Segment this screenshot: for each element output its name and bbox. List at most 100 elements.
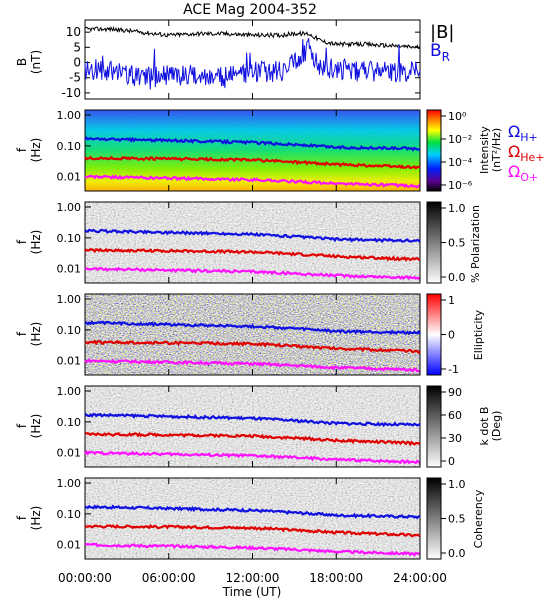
colorbar-tick-label: 30 bbox=[448, 432, 462, 445]
kdotb-panel: k dot B (Deg) bbox=[84, 385, 503, 468]
spectral-ytick-label: 1.00 bbox=[57, 201, 82, 214]
b-ytick-label: -10 bbox=[61, 86, 81, 100]
colorbar-tick-label: 1 bbox=[448, 294, 455, 307]
legend-o-plus-base: Ω bbox=[508, 162, 520, 181]
legend-he-plus-sub: He+ bbox=[520, 151, 544, 164]
legend-b-radial-base: B bbox=[430, 41, 442, 61]
colorbar-tick-label: 10⁻² bbox=[448, 133, 472, 146]
kdotb-cb-label: k dot B bbox=[478, 407, 491, 446]
spectral-ytick-label: 0.10 bbox=[57, 232, 82, 245]
colorbar-tick-label: 0.0 bbox=[448, 547, 466, 560]
gyro-line-Hplus bbox=[84, 136, 421, 152]
spectral-yunit: (Hz) bbox=[29, 322, 43, 347]
legend-h-plus-sub: H+ bbox=[520, 131, 538, 144]
colorbar-tick-label: 90 bbox=[448, 386, 462, 399]
gyro-line-Hplus bbox=[84, 504, 421, 520]
intensity-texture bbox=[85, 110, 420, 191]
b-axis-ticks: 105 0-5-10 bbox=[61, 25, 420, 100]
polarization-colorbar bbox=[426, 201, 442, 284]
intensity-cb-label: Intensity bbox=[478, 126, 491, 174]
gyro-line-Heplus bbox=[84, 431, 421, 447]
spectral-ylabel: f bbox=[15, 515, 29, 520]
ellipticity-cb-label: Ellipticity bbox=[472, 309, 485, 360]
coherency-colorbar bbox=[426, 477, 442, 560]
b-ytick-label: 10 bbox=[66, 25, 81, 39]
colorbar-tick-label: 10⁻⁶ bbox=[448, 179, 473, 192]
spectral-yunit: (Hz) bbox=[29, 230, 43, 255]
legend-he-plus-base: Ω bbox=[508, 142, 520, 161]
colorbar-tick-label: 0 bbox=[448, 329, 455, 342]
colorbar-tick-label: 60 bbox=[448, 409, 462, 422]
spectral-ytick-label: 0.01 bbox=[57, 355, 82, 368]
intensity-cb-unit: (nT²/Hz) bbox=[490, 128, 503, 172]
polarization-cb-label: % Polarization bbox=[469, 205, 482, 283]
spectral-ytick-label: 1.00 bbox=[57, 293, 82, 306]
ellipticity-image bbox=[85, 294, 420, 375]
b-panel-frame bbox=[84, 19, 421, 100]
intensity-colorbar bbox=[426, 109, 442, 192]
x-tick-label: 24:00:00 bbox=[393, 571, 447, 585]
b-ylabel: B bbox=[15, 58, 29, 66]
spectral-ytick-label: 1.00 bbox=[57, 109, 82, 122]
x-tick-label: 18:00:00 bbox=[309, 571, 363, 585]
spectral-ytick-label: 0.01 bbox=[57, 171, 82, 184]
spectral-ylabel: f bbox=[15, 147, 29, 152]
spectral-yunit: (Hz) bbox=[29, 506, 43, 531]
spectral-ylabel: f bbox=[15, 331, 29, 336]
legend-b-radial-sub: R bbox=[442, 50, 450, 64]
gyro-line-Hplus bbox=[84, 228, 421, 243]
gyro-line-Oplus bbox=[84, 266, 421, 281]
spectral-ytick-label: 0.10 bbox=[57, 416, 82, 429]
colorbar-tick-label: -1 bbox=[448, 363, 459, 376]
b-ytick-label: -5 bbox=[69, 71, 81, 85]
spectral-ytick-label: 1.00 bbox=[57, 385, 82, 398]
spectral-ytick-label: 1.00 bbox=[57, 477, 82, 490]
legend-b-magnitude: |B| bbox=[430, 22, 454, 43]
gyro-line-Oplus bbox=[84, 358, 421, 373]
b-ytick-label: 5 bbox=[73, 40, 81, 54]
colorbar-tick-label: 1.0 bbox=[448, 478, 466, 491]
gyro-line-Hplus bbox=[84, 412, 421, 428]
spectral-ylabel: f bbox=[15, 239, 29, 244]
gyro-line-Oplus bbox=[84, 174, 421, 189]
colorbar-tick-label: 0.5 bbox=[448, 513, 466, 526]
legend-h-plus: ΩH+ bbox=[508, 122, 538, 144]
colorbar-tick-label: 0 bbox=[448, 455, 455, 468]
gyro-line-Heplus bbox=[84, 247, 421, 263]
kdotb-colorbar bbox=[426, 385, 442, 468]
legend-o-plus-sub: O+ bbox=[520, 171, 538, 184]
spectral-ytick-label: 0.01 bbox=[57, 447, 82, 460]
gyro-line-Heplus bbox=[84, 155, 420, 170]
x-tick-label: 00:00:00 bbox=[58, 571, 112, 585]
b-series-line-0 bbox=[84, 25, 421, 50]
legend-o-plus: ΩO+ bbox=[508, 162, 538, 184]
b-ytick-label: 0 bbox=[73, 56, 81, 70]
x-tick-label: 12:00:00 bbox=[226, 571, 280, 585]
colorbar-tick-label: 0.5 bbox=[448, 237, 466, 250]
x-axis-label: Time (UT) bbox=[222, 585, 282, 599]
gyro-line-Heplus bbox=[84, 339, 421, 355]
colorbar-tick-label: 1.0 bbox=[448, 202, 466, 215]
gyro-line-Hplus bbox=[84, 320, 421, 336]
gyro-line-Oplus bbox=[84, 449, 421, 465]
spectral-ylabel: f bbox=[15, 423, 29, 428]
x-axis: 00:00:00 06:00:00 12:00:00 18:00:00 24:00:00 bbox=[58, 20, 447, 585]
spectral-ytick-label: 0.01 bbox=[57, 263, 82, 276]
b-field-series bbox=[84, 25, 421, 90]
colorbar-tick-label: 10⁻⁴ bbox=[448, 156, 473, 169]
legend-b-radial: BR bbox=[430, 41, 450, 64]
colorbar-tick-label: 0.0 bbox=[448, 271, 466, 284]
kdotb-cb-unit: (Deg) bbox=[490, 411, 503, 442]
chart-title: ACE Mag 2004-352 bbox=[183, 2, 317, 18]
spectral-ytick-label: 0.10 bbox=[57, 140, 82, 153]
spectral-ytick-label: 0.01 bbox=[57, 539, 82, 552]
gyro-line-Oplus bbox=[84, 542, 421, 557]
b-series-line-1 bbox=[84, 38, 421, 90]
gyro-line-Heplus bbox=[84, 523, 421, 538]
kdotb-image bbox=[85, 386, 420, 467]
colorbar-tick-label: 10⁰ bbox=[448, 110, 467, 123]
spectral-ytick-label: 0.10 bbox=[57, 508, 82, 521]
